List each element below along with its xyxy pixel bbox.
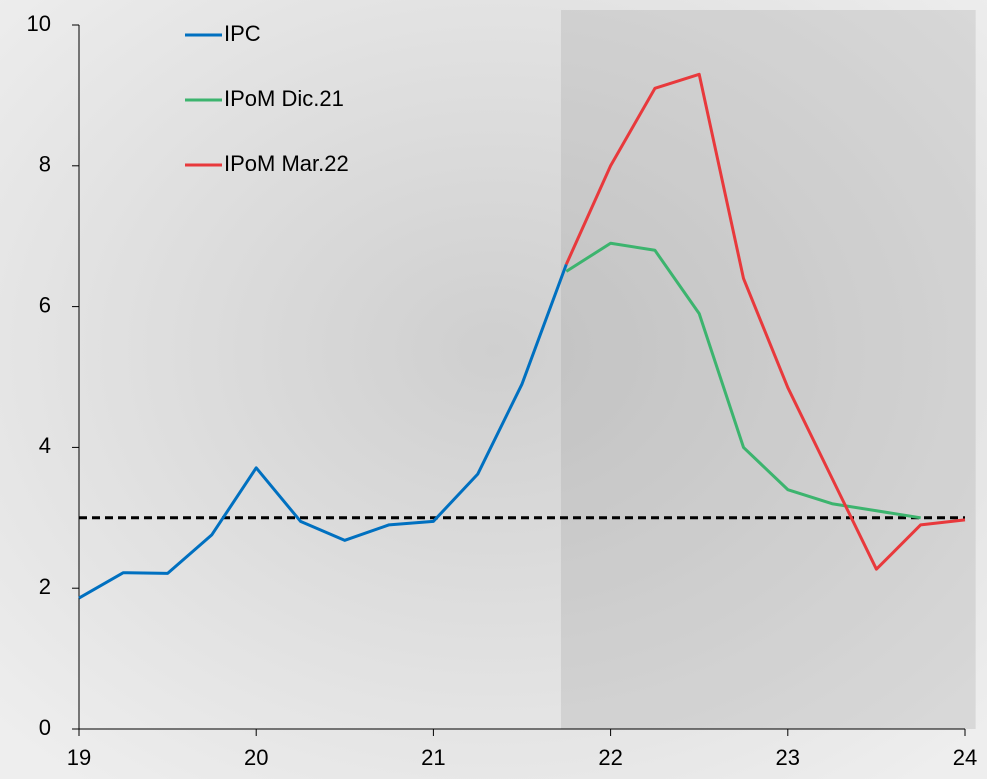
x-tick-label: 21 bbox=[421, 745, 445, 770]
legend-label: IPoM Dic.21 bbox=[224, 86, 344, 111]
y-tick-label: 2 bbox=[39, 574, 51, 599]
series-line bbox=[565, 241, 921, 520]
y-tick-label: 10 bbox=[27, 11, 51, 36]
legend-label: IPC bbox=[224, 21, 261, 46]
x-tick-label: 24 bbox=[953, 745, 977, 770]
y-tick-label: 8 bbox=[39, 152, 51, 177]
series-line bbox=[564, 72, 966, 571]
x-tick-label: 23 bbox=[776, 745, 800, 770]
legend-label: IPoM Mar.22 bbox=[224, 151, 349, 176]
x-tick-label: 19 bbox=[67, 745, 91, 770]
x-tick-label: 22 bbox=[598, 745, 622, 770]
y-tick-label: 0 bbox=[39, 715, 51, 740]
y-tick-label: 4 bbox=[39, 433, 51, 458]
x-tick-label: 20 bbox=[244, 745, 268, 770]
shaded-region bbox=[560, 10, 976, 729]
y-tick-label: 6 bbox=[39, 292, 51, 317]
series-line bbox=[78, 263, 568, 600]
